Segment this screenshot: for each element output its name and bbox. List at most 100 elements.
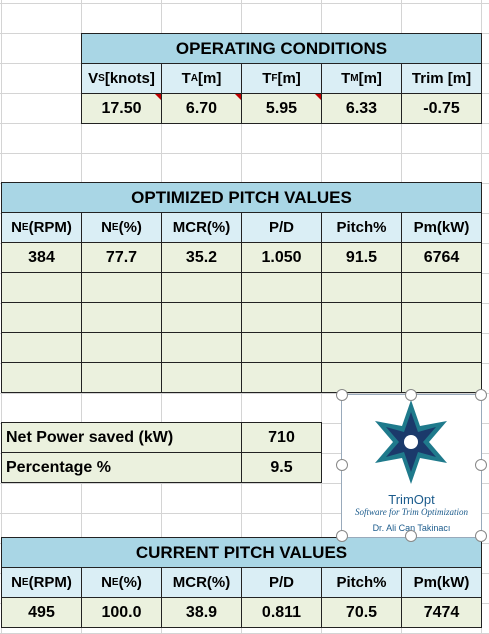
header-sub: F [271,73,278,84]
value-cell: 495 [1,597,82,628]
empty-cell [241,362,322,393]
value-cell: 77.7 [81,242,162,273]
header-main: Pm(kW) [413,574,470,591]
resize-handle[interactable] [336,459,348,471]
column-header: N E (%) [81,212,162,243]
empty-cell [401,302,482,333]
logo-tagline: Software for Trim Optimization [355,507,468,517]
resize-handle[interactable] [475,459,487,471]
value-cell: 5.95 [241,93,322,124]
empty-cell [321,272,402,303]
value-cell: 38.9 [161,597,242,628]
resize-handle[interactable] [475,530,487,542]
block-title: CURRENT PITCH VALUES [1,537,482,568]
value-cell: 0.811 [241,597,322,628]
empty-cell [241,332,322,363]
column-header: N E (RPM) [1,567,82,598]
column-header: MCR(%) [161,567,242,598]
block-title: OPTIMIZED PITCH VALUES [1,182,482,213]
empty-cell [321,362,402,393]
header-main: N [11,219,22,236]
header-main: T [181,70,191,87]
value-cell: 91.5 [321,242,402,273]
summary-label: Net Power saved (kW) [1,422,242,453]
logo-star [375,400,447,484]
empty-cell [81,332,162,363]
comment-indicator [155,94,161,100]
resize-handle[interactable] [336,530,348,542]
header-main: T [341,70,351,87]
resize-handle[interactable] [405,530,417,542]
empty-cell [161,362,242,393]
empty-cell [321,332,402,363]
header-rest: (RPM) [28,219,72,236]
logo-author: Dr. Ali Can Takinacı [372,523,451,533]
value-cell: 6.33 [321,93,402,124]
header-rest: (%) [118,219,142,236]
value-cell: 17.50 [81,93,162,124]
header-sub: E [111,222,119,233]
summary-value: 9.5 [241,452,322,483]
empty-cell [161,302,242,333]
header-rest: (%) [118,574,142,591]
header-sub: S [98,73,105,84]
header-main: N [101,219,112,236]
comment-indicator [235,94,241,100]
empty-cell [1,362,82,393]
block-title: OPERATING CONDITIONS [81,33,482,64]
logo[interactable]: TrimOpt Software for Trim Optimization D… [341,394,482,538]
empty-cell [241,272,322,303]
column-header: Pitch% [321,567,402,598]
summary-label: Percentage % [1,452,242,483]
value-cell: 384 [1,242,82,273]
empty-cell [401,362,482,393]
header-main: V [88,70,99,87]
empty-cell [1,332,82,363]
header-sub: E [111,577,119,588]
column-header: MCR(%) [161,212,242,243]
header-main: P/D [268,574,294,591]
empty-cell [1,302,82,333]
header-rest: [m] [277,70,301,87]
header-main: P/D [268,219,294,236]
column-header: N E (RPM) [1,212,82,243]
summary-value: 710 [241,422,322,453]
empty-cell [161,332,242,363]
value-cell: -0.75 [401,93,482,124]
resize-handle[interactable] [475,389,487,401]
header-sub: E [21,577,29,588]
column-header: Pm(kW) [401,567,482,598]
resize-handle[interactable] [405,389,417,401]
header-main: Pitch% [336,574,387,591]
empty-cell [81,272,162,303]
header-rest: [knots] [104,70,155,87]
header-sub: A [190,73,199,84]
column-header: Pitch% [321,212,402,243]
value-cell: 1.050 [241,242,322,273]
column-header: P/D [241,567,322,598]
empty-cell [81,362,162,393]
header-main: Trim [m] [411,70,472,87]
empty-cell [401,272,482,303]
header-main: MCR(%) [172,574,231,591]
logo-name: TrimOpt [388,492,435,507]
empty-cell [321,302,402,333]
empty-cell [161,272,242,303]
value-cell: 6764 [401,242,482,273]
header-main: Pm(kW) [413,219,470,236]
header-main: N [101,574,112,591]
resize-handle[interactable] [336,389,348,401]
value-cell: 35.2 [161,242,242,273]
value-cell: 6.70 [161,93,242,124]
empty-cell [241,302,322,333]
header-sub: M [350,73,359,84]
header-main: N [11,574,22,591]
value-cell: 100.0 [81,597,162,628]
empty-cell [401,332,482,363]
empty-cell [81,302,162,333]
header-main: T [262,70,272,87]
header-sub: E [21,222,29,233]
